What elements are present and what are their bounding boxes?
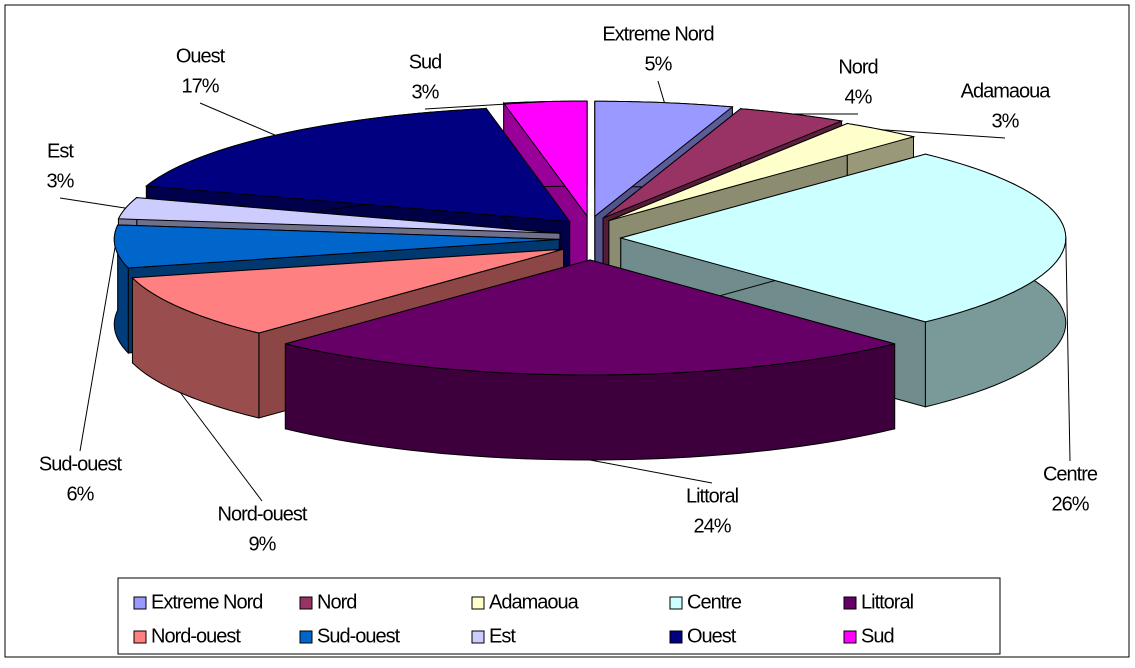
legend-swatch [844,631,856,643]
slice-label: Centre [1043,463,1098,485]
slice-label: Nord [838,56,877,78]
legend-swatch [134,631,146,643]
legend-swatch [844,597,856,609]
legend-label: Est [489,625,516,647]
slice-label: Nord-ouest [218,503,308,525]
legend-label: Nord [317,591,356,613]
slice-label: Littoral [686,485,739,507]
slice-label: Adamaoua [961,80,1052,102]
legend-label: Sud [861,625,894,647]
slice-value-label: 17% [181,75,219,97]
slice-value-label: 3% [47,170,75,192]
slice-value-label: 6% [67,483,95,505]
slice-value-label: 24% [693,515,731,537]
legend-swatch [300,597,312,609]
legend-swatch [472,631,484,643]
legend-label: Centre [687,591,742,613]
legend-label: Extreme Nord [151,591,262,613]
slice-label: Ouest [176,45,226,67]
legend-label: Adamaoua [489,591,580,613]
slice-value-label: 9% [249,533,277,555]
legend-swatch [134,597,146,609]
slice-value-label: 3% [412,81,440,103]
legend-label: Nord-ouest [151,625,241,647]
slice-label: Est [47,140,74,162]
legend-swatch [670,631,682,643]
legend-swatch [670,597,682,609]
legend-label: Littoral [861,591,914,613]
slice-label: Extreme Nord [602,23,713,45]
slice-value-label: 26% [1051,493,1089,515]
slice-label: Sud-ouest [39,453,123,475]
legend-label: Sud-ouest [317,625,401,647]
legend-swatch [300,631,312,643]
legend-swatch [472,597,484,609]
slice-value-label: 3% [992,110,1020,132]
slice-value-label: 4% [845,86,873,108]
slice-value-label: 5% [645,53,673,75]
slice-label: Sud [409,51,442,73]
legend-label: Ouest [687,625,737,647]
